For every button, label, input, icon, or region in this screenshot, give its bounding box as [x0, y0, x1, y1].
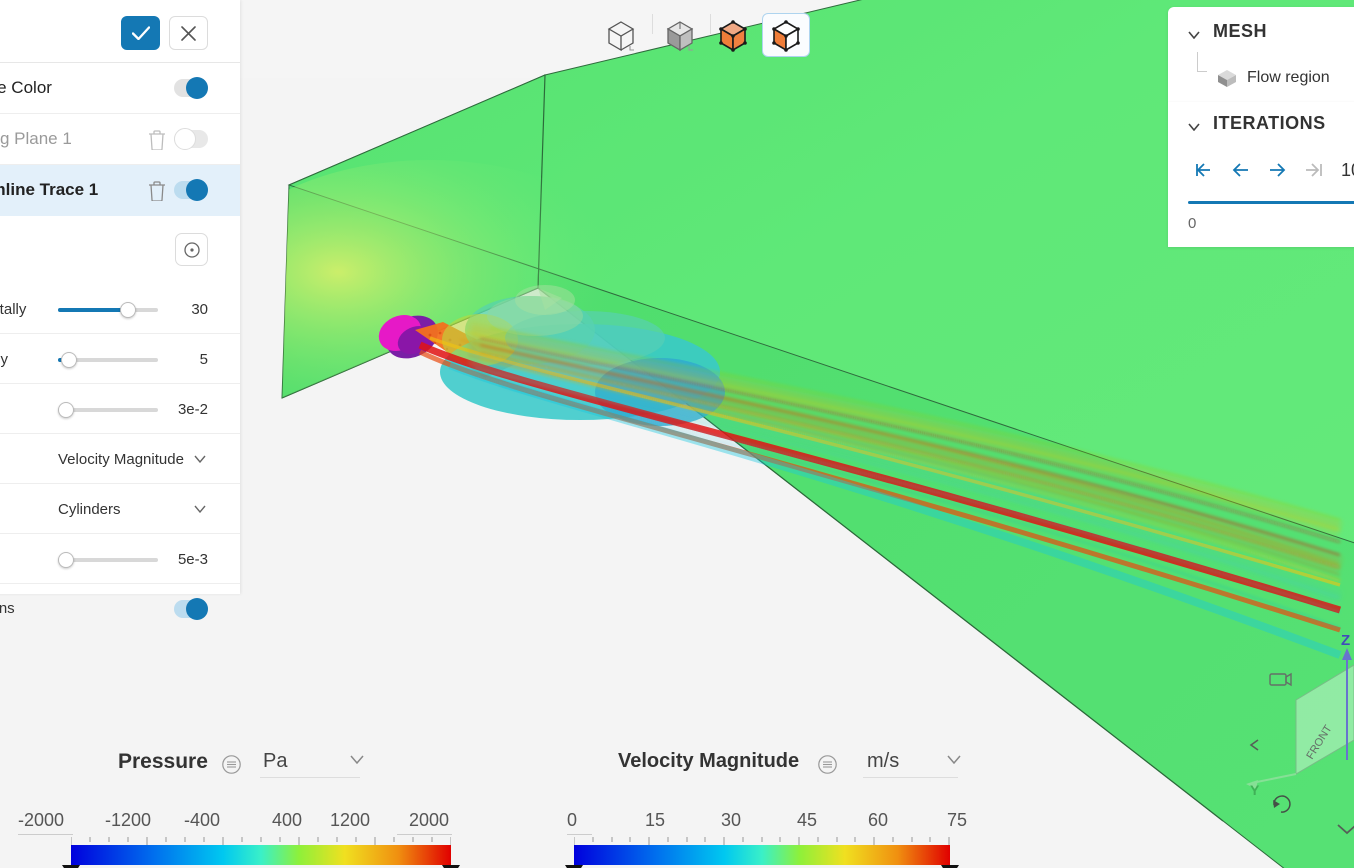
svg-text:Z: Z [1341, 632, 1350, 649]
